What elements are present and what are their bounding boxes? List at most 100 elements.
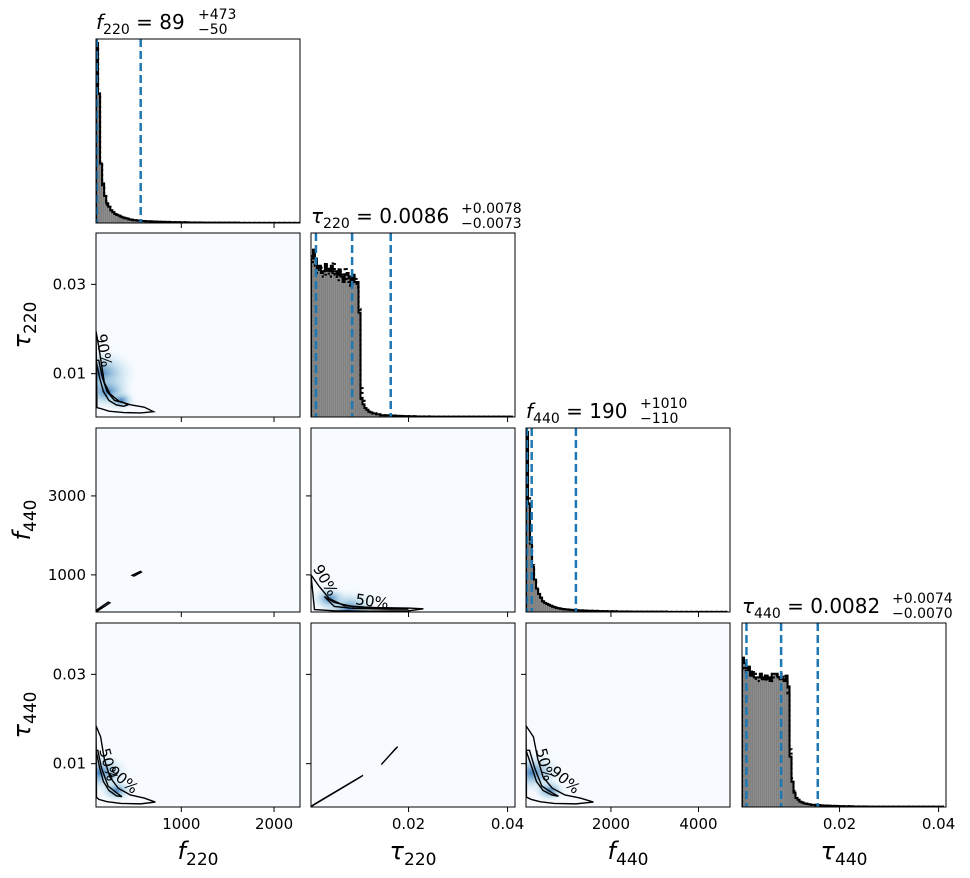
hist-bar-tau220 [368, 411, 371, 417]
hist-dotted-f440 [526, 438, 728, 612]
pair-panel-f220-tau220: 90% [96, 233, 300, 417]
hist-bar-f220 [130, 219, 133, 223]
panel-background [311, 623, 515, 807]
hist-bar-tau440 [807, 804, 810, 807]
x-tick-label-f220: 1000 [162, 815, 200, 833]
panel-frame-1-1 [310, 232, 516, 418]
hist-bar-tau220 [328, 271, 331, 417]
contour-level [311, 774, 364, 807]
y-tick-label-tau440: 0.03 [53, 665, 86, 683]
hist-bar-f440 [568, 609, 571, 612]
hist-bar-f220 [132, 220, 135, 223]
x-axis-label-tau440: τ440 [821, 837, 868, 870]
x-axis-label-tau220: τ220 [390, 837, 437, 870]
hist-bar-tau440 [799, 801, 802, 807]
x-tick-label-tau220: 0.02 [392, 815, 425, 833]
hist-panel-tau220 [311, 233, 514, 417]
title-f220: f220 = 89 [96, 10, 185, 38]
hist-bar-tau440 [791, 781, 794, 807]
hist-bar-f440 [538, 594, 541, 612]
hist-bar-tau220 [354, 282, 357, 417]
hist-bar-tau440 [803, 803, 806, 807]
contour-90% [311, 573, 424, 612]
title-plus-tau440: +0.0074 [892, 591, 953, 607]
hist-bar-tau220 [370, 412, 373, 417]
hist-bar-tau440 [757, 677, 760, 807]
x-tick-label-f440: 4000 [679, 815, 717, 833]
hist-bar-tau440 [751, 672, 754, 807]
hist-bar-tau440 [771, 673, 774, 807]
hist-bar-tau220 [356, 282, 359, 417]
hist-bar-tau440 [755, 677, 758, 807]
title-tau440: τ440 = 0.0082 [742, 594, 880, 622]
hist-bar-f440 [532, 567, 535, 612]
title-minus-tau440: −0.0070 [892, 606, 953, 622]
y-tick-label-tau220: 0.03 [53, 275, 86, 293]
hist-bar-tau220 [332, 271, 335, 417]
title-plus-f220: +473 [198, 7, 236, 23]
hist-step-f220 [96, 42, 300, 223]
hist-bar-f220 [120, 216, 123, 223]
hist-bar-f440 [560, 608, 563, 612]
hist-step-f440 [526, 431, 728, 612]
hist-bar-tau220 [364, 408, 367, 417]
x-tick-label-f220: 2000 [255, 815, 293, 833]
hist-bar-tau440 [775, 673, 778, 807]
hist-bar-tau440 [797, 799, 800, 807]
contour-level [96, 601, 112, 612]
y-axis-label-tau220: τ220 [8, 302, 41, 349]
hist-bar-f220 [116, 214, 119, 223]
hist-bar-f440 [556, 608, 559, 612]
y-tick-label-f440: 1000 [48, 566, 86, 584]
hist-bar-tau220 [346, 273, 349, 417]
hist-bar-tau220 [350, 283, 353, 417]
hist-dotted-f220 [96, 45, 300, 223]
hist-bar-f220 [128, 219, 131, 223]
hist-bar-tau440 [785, 675, 788, 807]
hist-bar-f440 [562, 609, 565, 612]
hist-bar-f440 [528, 504, 531, 612]
hist-bar-f220 [136, 220, 139, 223]
hist-bar-tau440 [773, 673, 776, 807]
y-tick-label-tau220: 0.01 [53, 365, 86, 383]
hist-bar-f440 [558, 608, 561, 612]
hist-bar-tau220 [366, 409, 369, 417]
hist-bar-f220 [122, 217, 125, 223]
hist-bar-f220 [100, 163, 103, 223]
hist-bar-tau220 [334, 271, 337, 417]
panel-background [96, 623, 300, 807]
y-tick-label-tau440: 0.01 [53, 755, 86, 773]
hist-bar-f220 [114, 214, 117, 223]
hist-bar-tau220 [322, 271, 325, 417]
x-tick-label-tau440: 0.04 [922, 815, 955, 833]
hist-bar-tau440 [747, 666, 750, 807]
hist-bar-tau220 [314, 258, 317, 417]
title-f440: f440 = 190 [526, 399, 627, 427]
hist-bar-f440 [548, 604, 551, 612]
hist-bar-f440 [534, 579, 537, 612]
hist-bar-f220 [108, 206, 111, 223]
hist-bar-tau220 [336, 274, 339, 417]
panel-frame-0-0 [95, 38, 301, 224]
hist-bar-tau220 [318, 265, 321, 417]
title-minus-f440: −110 [640, 411, 678, 427]
contour-50% [526, 749, 559, 797]
hist-bar-tau220 [344, 274, 347, 417]
y-axis-label-f440: f440 [8, 500, 41, 541]
hist-bar-tau220 [320, 273, 323, 417]
hist-bar-f440 [570, 609, 573, 612]
hist-bar-tau440 [781, 679, 784, 807]
hist-bar-tau220 [362, 404, 365, 417]
hist-bar-tau440 [749, 675, 752, 807]
hist-bar-f440 [542, 601, 545, 612]
hist-bar-f440 [540, 597, 543, 612]
panel-frame-3-1 [310, 622, 516, 808]
contour-90% [96, 331, 157, 414]
pair-panel-f220-tau440: 50%90% [96, 623, 300, 807]
hist-bar-f440 [536, 588, 539, 612]
contour-90% [526, 724, 594, 805]
hist-bar-tau440 [801, 802, 804, 807]
x-axis-label-f440: f440 [608, 837, 649, 870]
hist-bar-tau440 [795, 798, 798, 807]
